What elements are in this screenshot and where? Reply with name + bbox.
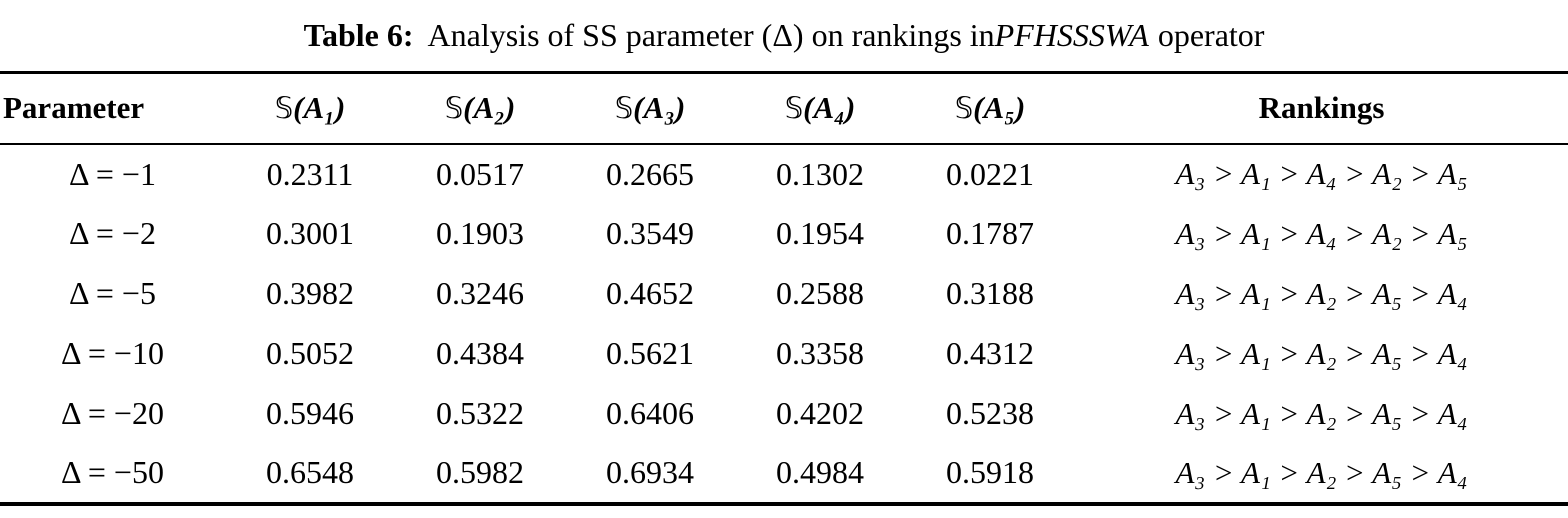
double-struck-s-icon: 𝕊	[954, 91, 974, 126]
table-row: Δ = −2 0.3001 0.1903 0.3549 0.1954 0.1787 A₃ >…	[0, 204, 1568, 264]
parameter-cell: Δ = −2	[69, 215, 156, 251]
caption-operator-name: PFHSSSWA	[994, 17, 1149, 53]
score-cell: 0.5322	[436, 395, 524, 431]
column-header-score-a1: 𝕊(A₁)	[225, 72, 395, 145]
ranking-cell: A₃ > A₁ > A₂ > A₅ > A₄	[1175, 275, 1468, 311]
ranking-cell: A₃ > A₁ > A₂ > A₅ > A₄	[1175, 335, 1468, 371]
score-cell: 0.5918	[946, 454, 1034, 490]
caption-suffix: operator	[1157, 17, 1265, 53]
score-argument: (A₂)	[463, 90, 516, 126]
score-cell: 0.5946	[266, 395, 354, 431]
score-cell: 0.3982	[266, 275, 354, 311]
score-cell: 0.4984	[776, 454, 864, 490]
column-header-score-a5: 𝕊(A₅)	[905, 72, 1075, 145]
column-header-rankings: Rankings	[1075, 72, 1568, 145]
score-cell: 0.2665	[606, 155, 694, 192]
table-row: Δ = −1 0.2311 0.0517 0.2665 0.1302 0.0221 A₃ >…	[0, 144, 1568, 204]
table-row: Δ = −5 0.3982 0.3246 0.4652 0.2588 0.3188 A₃ >…	[0, 264, 1568, 324]
ranking-cell: A₃ > A₁ > A₂ > A₅ > A₄	[1175, 395, 1468, 431]
score-cell: 0.6406	[606, 395, 694, 431]
caption-text: Analysis of SS parameter (Δ) on rankings…	[427, 17, 995, 53]
score-cell: 0.3549	[606, 215, 694, 251]
column-header-score-a3: 𝕊(A₃)	[565, 72, 735, 145]
caption-label: Table 6:	[303, 17, 414, 53]
score-cell: 0.1903	[436, 215, 524, 251]
score-cell: 0.1787	[946, 215, 1034, 251]
score-cell: 0.3001	[266, 215, 354, 251]
score-cell: 0.5982	[436, 454, 524, 490]
table-row: Δ = −20 0.5946 0.5322 0.6406 0.4202 0.5238 A₃ …	[0, 384, 1568, 444]
score-argument: (A₅)	[973, 90, 1026, 126]
score-cell: 0.5238	[946, 395, 1034, 431]
score-argument: (A₁)	[293, 90, 346, 126]
table-row: Δ = −10 0.5052 0.4384 0.5621 0.3358 0.4312 A₃ …	[0, 324, 1568, 384]
score-cell: 0.5621	[606, 335, 694, 371]
score-cell: 0.6548	[266, 454, 354, 490]
score-cell: 0.6934	[606, 454, 694, 490]
score-cell: 0.4384	[436, 335, 524, 371]
double-struck-s-icon: 𝕊	[614, 91, 634, 126]
score-cell: 0.3188	[946, 275, 1034, 311]
ranking-cell: A₃ > A₁ > A₄ > A₂ > A₅	[1175, 215, 1468, 251]
score-cell: 0.3246	[436, 275, 524, 311]
score-cell: 0.2311	[266, 155, 354, 192]
parameter-cell: Δ = −1	[69, 155, 156, 192]
table-row: Δ = −50 0.6548 0.5982 0.6934 0.4984 0.5918 A₃ …	[0, 444, 1568, 504]
score-cell: 0.0517	[436, 155, 524, 192]
table-caption: Table 6: Analysis of SS parameter (Δ) on …	[0, 0, 1568, 71]
double-struck-s-icon: 𝕊	[274, 91, 294, 126]
ranking-cell: A₃ > A₁ > A₄ > A₂ > A₅	[1175, 156, 1468, 191]
parameter-cell: Δ = −5	[69, 275, 156, 311]
ranking-cell: A₃ > A₁ > A₂ > A₅ > A₄	[1175, 454, 1468, 490]
score-cell: 0.4312	[946, 335, 1034, 371]
column-header-score-a2: 𝕊(A₂)	[395, 72, 565, 145]
score-argument: (A₄)	[803, 90, 856, 126]
score-cell: 0.3358	[776, 335, 864, 371]
score-cell: 0.5052	[266, 335, 354, 371]
analysis-table: Parameter 𝕊(A₁) 𝕊(A₂) 𝕊(A₃) 𝕊(A₄) 𝕊(A₅) …	[0, 71, 1568, 506]
score-cell: 0.0221	[946, 155, 1034, 192]
double-struck-s-icon: 𝕊	[784, 91, 804, 126]
score-cell: 0.1954	[776, 215, 864, 251]
table-body: Δ = −1 0.2311 0.0517 0.2665 0.1302 0.0221 A₃ >…	[0, 144, 1568, 504]
score-cell: 0.4202	[776, 395, 864, 431]
column-header-parameter: Parameter	[0, 72, 225, 145]
parameter-cell: Δ = −50	[61, 454, 164, 490]
column-header-score-a4: 𝕊(A₄)	[735, 72, 905, 145]
score-cell: 0.2588	[776, 275, 864, 311]
score-argument: (A₃)	[633, 90, 686, 126]
score-cell: 0.1302	[776, 155, 864, 192]
header-row: Parameter 𝕊(A₁) 𝕊(A₂) 𝕊(A₃) 𝕊(A₄) 𝕊(A₅) …	[0, 72, 1568, 145]
double-struck-s-icon: 𝕊	[444, 91, 464, 126]
score-cell: 0.4652	[606, 275, 694, 311]
parameter-cell: Δ = −10	[61, 335, 164, 371]
parameter-cell: Δ = −20	[61, 395, 164, 431]
